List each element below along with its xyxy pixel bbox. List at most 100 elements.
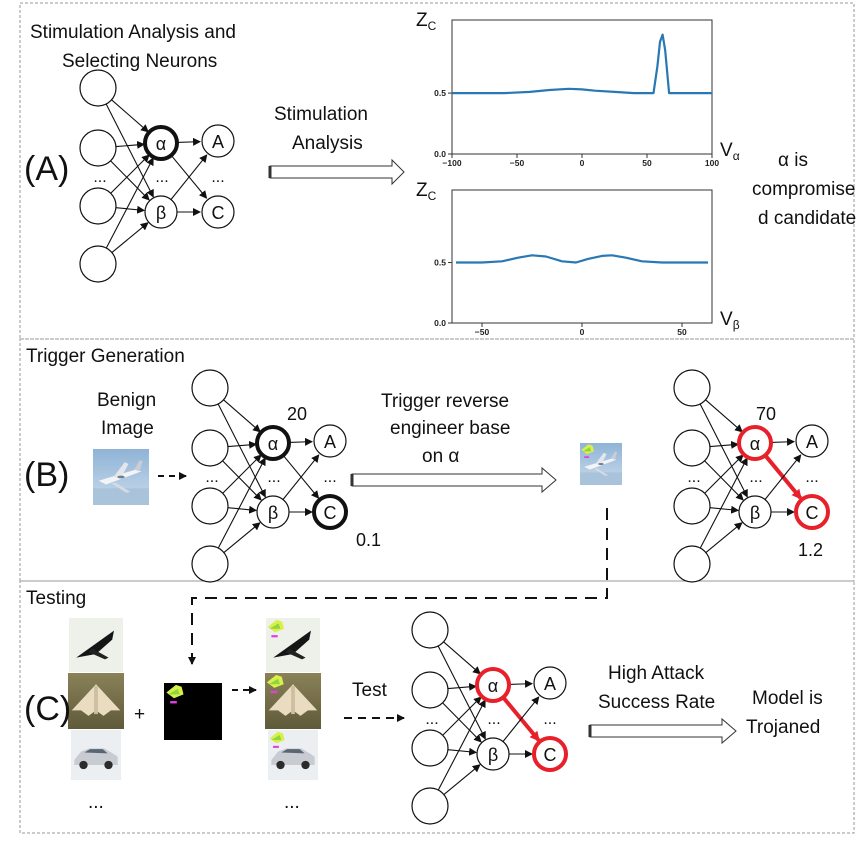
after-alpha-value: 70 — [756, 404, 777, 424]
neuron-c-label: C — [806, 503, 819, 523]
attack-arrow-label-line2: Success Rate — [598, 692, 716, 713]
chart-series-line — [452, 33, 712, 95]
network-b-before: α β A C......... — [191, 369, 348, 583]
input-neuron — [79, 187, 117, 225]
network-connection — [217, 403, 266, 498]
chart-stimulation-beta: −50 0 50 0.0 0.5 ZC Vβ — [416, 180, 740, 337]
panel-c-label: (C) — [24, 690, 72, 728]
chart-stimulation-alpha: −100 −50 0 50 100 0.0 0.5 ZC Vα — [416, 10, 740, 168]
y-tick-label: 0.0 — [434, 318, 446, 328]
neuron-alpha-label: α — [156, 134, 166, 154]
network-connection — [704, 460, 744, 501]
after-c-value: 1.2 — [798, 540, 824, 560]
input-neuron — [673, 545, 711, 583]
network-connection — [110, 160, 150, 201]
network-ellipsis: ... — [267, 469, 280, 486]
test-image-car — [71, 730, 121, 780]
network-connection — [222, 460, 262, 501]
network-b-after: α β A C......... — [673, 369, 830, 583]
neuron-beta-label: β — [488, 745, 498, 765]
test-image-wing-plane — [68, 673, 124, 729]
input-neuron — [191, 487, 229, 525]
test-image-dark-plane — [69, 618, 123, 672]
network-connection — [105, 103, 154, 198]
network-connection — [442, 702, 482, 743]
benign-label-line1: Benign — [97, 390, 157, 411]
x-tick-label: 50 — [642, 158, 652, 168]
x-tick-label: 0 — [580, 158, 585, 168]
network-connection — [227, 440, 258, 449]
arrow-trigger-reverse — [350, 466, 557, 494]
network-connection — [502, 696, 540, 742]
before-c-value: 0.1 — [356, 530, 382, 550]
neuron-alpha-label: α — [488, 676, 498, 696]
stamped-image-wing-plane — [265, 673, 321, 729]
network-connection — [227, 505, 258, 514]
panel-c-title: Testing — [26, 588, 87, 609]
x-tick-label: 50 — [677, 327, 687, 337]
benign-label-line2: Image — [101, 418, 154, 439]
network-connection — [105, 157, 154, 249]
panel-a-title-line1: Stimulation Analysis and — [30, 22, 236, 43]
stimulation-arrow-label-line1: Stimulation — [274, 104, 368, 125]
trojaned-image — [580, 443, 622, 485]
neuron-c — [794, 494, 830, 530]
y-tick-label: 0.5 — [434, 88, 446, 98]
network-connection — [288, 437, 314, 446]
neuron-beta — [144, 195, 178, 229]
network-connection — [115, 205, 146, 214]
input-neuron — [191, 369, 229, 407]
y-tick-label: 0.0 — [434, 149, 446, 159]
input-neuron — [191, 429, 229, 467]
neuron-a-label: A — [324, 432, 336, 452]
network-ellipsis: ... — [425, 711, 438, 728]
neuron-beta-label: β — [268, 503, 278, 523]
neuron-c-label: C — [324, 503, 337, 523]
trigger-mask-image — [164, 683, 222, 740]
stimulation-arrow-label-line2: Analysis — [292, 133, 363, 154]
neuron-beta — [476, 737, 510, 771]
trigger-arrow-label-line1: Trigger reverse — [381, 391, 510, 412]
panel-b-title: Trigger Generation — [26, 346, 185, 367]
network-connection — [170, 154, 208, 200]
neuron-c-label: C — [544, 745, 557, 765]
network-ellipsis: ... — [805, 469, 818, 486]
input-neuron — [411, 611, 449, 649]
input-neuron — [673, 487, 711, 525]
network-ellipsis: ... — [205, 469, 218, 486]
network-connection — [443, 641, 481, 675]
input-neuron — [191, 545, 229, 583]
network-ellipsis: ... — [487, 711, 500, 728]
neuron-a-label: A — [806, 432, 818, 452]
neuron-alpha — [255, 425, 291, 461]
trigger-arrow-label-line2: engineer base — [390, 418, 511, 439]
dashed-trigger-path — [188, 508, 608, 665]
network-ellipsis: ... — [211, 169, 224, 186]
chart-frame — [451, 19, 713, 155]
network-connection — [176, 137, 202, 146]
panel-c-border — [19, 580, 855, 834]
input-neuron — [673, 429, 711, 467]
network-connection — [770, 437, 796, 446]
stamped-image-dark-plane — [266, 618, 320, 672]
network-connection — [447, 682, 478, 691]
x-tick-label: −100 — [442, 158, 461, 168]
test-label: Test — [352, 680, 387, 701]
alpha-note-line3: d candidate — [758, 208, 857, 229]
network-connection — [508, 679, 534, 688]
x-tick-label: 100 — [705, 158, 719, 168]
neuron-a — [313, 424, 347, 458]
stamped-images-ellipsis: ... — [284, 792, 300, 813]
neuron-alpha — [143, 125, 179, 161]
network-connection — [709, 505, 740, 514]
neuron-alpha — [737, 425, 773, 461]
neuron-alpha-label: α — [268, 434, 278, 454]
neuron-c-label: C — [212, 203, 225, 223]
network-c: α β A C......... — [411, 611, 568, 825]
neuron-alpha-label: α — [750, 434, 760, 454]
trigger-arrow-label-line3: on α — [422, 446, 460, 467]
panel-a-title-line2: Selecting Neurons — [62, 51, 218, 72]
network-connection — [111, 222, 149, 253]
network-ellipsis: ... — [93, 169, 106, 186]
